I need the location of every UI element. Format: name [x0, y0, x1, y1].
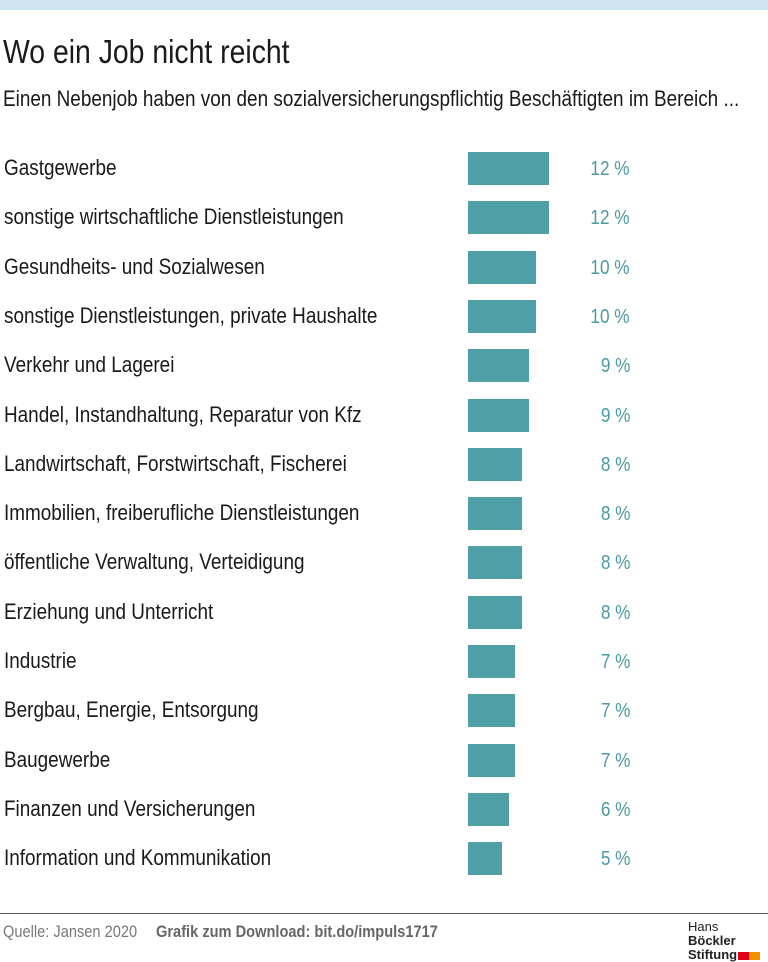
- category-label-text: Immobilien, freiberufliche Dienstleistun…: [4, 500, 360, 526]
- chart-title-text: Wo ein Job nicht reicht: [3, 33, 290, 70]
- value-label: 8 %: [560, 600, 630, 626]
- value-label: 9 %: [560, 353, 630, 379]
- bar: [468, 152, 549, 185]
- value-label: 10 %: [560, 255, 630, 281]
- value-label-text: 10 %: [590, 256, 630, 279]
- bar: [468, 447, 522, 481]
- download-text[interactable]: Grafik zum Download: bit.do/impuls1717: [156, 922, 438, 941]
- category-label: Gesundheits- und Sozialwesen: [4, 254, 307, 280]
- category-label-text: Erziehung und Unterricht: [4, 598, 214, 624]
- category-label: Information und Kommunikation: [4, 845, 315, 871]
- value-label-text: 5 %: [600, 848, 630, 871]
- category-label: sonstige Dienstleistungen, private Haush…: [4, 303, 438, 329]
- value-label-text: 8 %: [600, 503, 630, 526]
- logo-text-stiftung: Stiftung: [688, 947, 738, 962]
- category-label-text: Finanzen und Versicherungen: [4, 795, 256, 821]
- value-label-text: 7 %: [600, 651, 630, 673]
- hans-boeckler-logo: Hans Böckler Stiftung: [688, 920, 768, 962]
- value-label-text: 7 %: [600, 749, 630, 772]
- bar: [468, 349, 529, 383]
- logo-text-hans: Hans: [688, 919, 719, 934]
- category-label-text: Industrie: [4, 648, 77, 673]
- category-label: Finanzen und Versicherungen: [4, 796, 296, 822]
- category-label-text: Information und Kommunikation: [4, 845, 272, 871]
- value-label-text: 10 %: [590, 305, 630, 328]
- value-label: 8 %: [560, 501, 630, 527]
- category-label: Immobilien, freiberufliche Dienstleistun…: [4, 500, 417, 526]
- bar: [468, 645, 516, 678]
- category-label: Baugewerbe: [4, 747, 128, 773]
- source-text: Quelle: Jansen 2020: [3, 922, 138, 941]
- value-label: 9 %: [560, 403, 630, 429]
- chart-subtitle: Einen Nebenjob haben von den sozialversi…: [3, 86, 768, 112]
- bar: [468, 497, 522, 531]
- category-label: öffentliche Verwaltung, Verteidigung: [4, 549, 353, 575]
- value-label-text: 12 %: [590, 158, 630, 180]
- category-label-text: Gesundheits- und Sozialwesen: [4, 253, 265, 279]
- bar: [468, 842, 502, 876]
- category-label-text: öffentliche Verwaltung, Verteidigung: [4, 549, 305, 575]
- category-label: Gastgewerbe: [4, 155, 135, 181]
- category-label-text: Bergbau, Energie, Entsorgung: [4, 697, 259, 723]
- value-label-text: 12 %: [590, 207, 630, 230]
- bar: [468, 694, 516, 728]
- category-label-text: Handel, Instandhaltung, Reparatur von Kf…: [4, 401, 362, 427]
- value-label: 6 %: [560, 797, 630, 823]
- value-label-text: 8 %: [600, 453, 630, 476]
- value-label: 12 %: [560, 156, 630, 182]
- value-label: 5 %: [560, 846, 630, 872]
- logo-text-boeckler: Böckler: [688, 933, 736, 948]
- value-label-text: 6 %: [600, 798, 630, 821]
- logo-orange-square: [749, 951, 761, 960]
- value-label: 8 %: [560, 550, 630, 576]
- category-label-text: sonstige wirtschaftliche Dienstleistunge…: [4, 204, 344, 230]
- category-label: Handel, Instandhaltung, Reparatur von Kf…: [4, 402, 420, 428]
- value-label: 12 %: [560, 205, 630, 231]
- category-label-text: Baugewerbe: [4, 746, 111, 772]
- category-label: Landwirtschaft, Forstwirtschaft, Fischer…: [4, 451, 403, 477]
- value-label: 10 %: [560, 304, 630, 330]
- value-label-text: 7 %: [600, 700, 630, 723]
- bar: [468, 250, 536, 284]
- category-label-text: Gastgewerbe: [4, 155, 117, 180]
- top-band: [0, 0, 768, 10]
- value-label: 7 %: [560, 698, 630, 724]
- source-note: Quelle: Jansen 2020: [3, 922, 159, 942]
- bar: [468, 299, 536, 333]
- bar: [468, 546, 522, 580]
- logo-red-square: [738, 951, 750, 960]
- category-label: Verkehr und Lagerei: [4, 352, 202, 378]
- download-link[interactable]: Grafik zum Download: bit.do/impuls1717: [156, 922, 484, 942]
- chart-subtitle-text: Einen Nebenjob haben von den sozialversi…: [3, 86, 740, 111]
- value-label-text: 8 %: [600, 601, 630, 624]
- footer-divider: [0, 913, 768, 914]
- category-label: Industrie: [4, 648, 88, 674]
- category-label-text: Landwirtschaft, Forstwirtschaft, Fischer…: [4, 450, 347, 476]
- value-label-text: 9 %: [600, 355, 630, 378]
- bar: [468, 743, 516, 777]
- category-label: Erziehung und Unterricht: [4, 599, 247, 625]
- value-label: 7 %: [560, 649, 630, 675]
- category-label-text: Verkehr und Lagerei: [4, 352, 175, 378]
- value-label-text: 9 %: [600, 404, 630, 427]
- bar: [468, 201, 549, 235]
- bar: [468, 398, 529, 432]
- category-label-text: sonstige Dienstleistungen, private Haush…: [4, 302, 378, 328]
- bar: [468, 792, 509, 826]
- chart-title: Wo ein Job nicht reicht: [3, 33, 336, 71]
- category-label: Bergbau, Energie, Entsorgung: [4, 697, 300, 723]
- value-label-text: 8 %: [600, 552, 630, 575]
- bar: [468, 595, 522, 629]
- value-label: 7 %: [560, 748, 630, 774]
- value-label: 8 %: [560, 452, 630, 478]
- category-label: sonstige wirtschaftliche Dienstleistunge…: [4, 204, 399, 230]
